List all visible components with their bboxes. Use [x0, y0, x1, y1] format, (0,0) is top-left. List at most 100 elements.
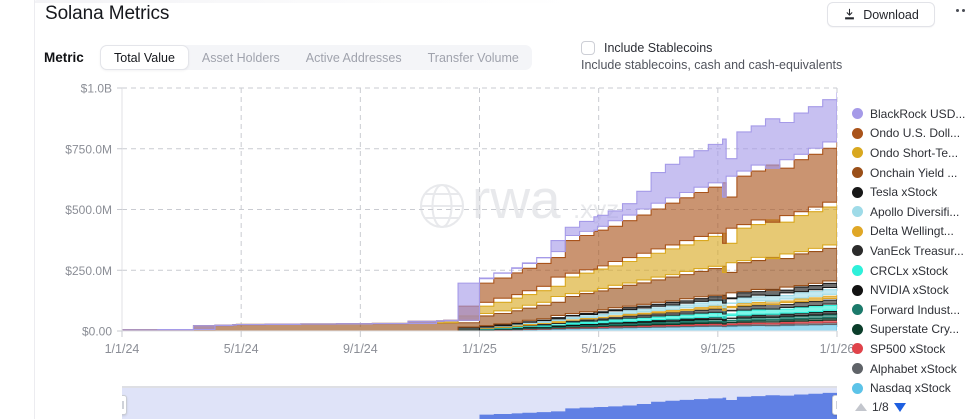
chart-series-areas: [122, 92, 837, 331]
tab-asset-holders[interactable]: Asset Holders: [201, 50, 280, 65]
x-axis-tick-label: 9/1/25: [700, 342, 735, 356]
include-stablecoins-description: Include stablecoins, cash and cash-equiv…: [581, 58, 843, 72]
legend-swatch-icon: [852, 382, 863, 394]
series-area: [122, 92, 837, 331]
page-title: Solana Metrics: [45, 3, 170, 24]
legend-item-label: Onchain Yield ...: [870, 165, 958, 180]
chart-range-brush[interactable]: [122, 386, 837, 419]
x-axis-tick-label: 5/1/25: [581, 342, 616, 356]
legend-item-label: VanEck Treasur...: [870, 243, 964, 258]
legend-item-label: Nasdaq xStock: [870, 381, 951, 394]
download-button-label: Download: [863, 7, 919, 22]
legend-item[interactable]: VanEck Treasur...: [852, 241, 975, 261]
legend-item[interactable]: Onchain Yield ...: [852, 163, 975, 183]
x-axis-tick-label: 1/1/25: [462, 342, 497, 356]
legend-prev-page-icon[interactable]: [855, 403, 867, 411]
legend-swatch-icon: [852, 265, 863, 277]
brush-area-path: [479, 392, 837, 419]
legend-item[interactable]: NVIDIA xStock: [852, 280, 975, 300]
legend-swatch-icon: [852, 167, 863, 179]
legend-swatch-icon: [852, 245, 863, 257]
legend-swatch-icon: [852, 304, 863, 316]
legend-item[interactable]: Forward Indust...: [852, 300, 975, 320]
metric-label: Metric: [44, 50, 84, 65]
legend-swatch-icon: [852, 108, 863, 120]
brush-track: [122, 386, 837, 388]
legend-item-label: Ondo Short-Te...: [870, 145, 959, 160]
legend-pagination[interactable]: 1/8: [855, 400, 906, 414]
legend-item[interactable]: CRCLx xStock: [852, 261, 975, 281]
legend-swatch-icon: [852, 323, 863, 335]
chart-svg: rwa .xyz $0.00 $250.0M $500.0M $750.0M $1.0B…: [65, 84, 855, 356]
include-stablecoins-label: Include Stablecoins: [604, 41, 713, 55]
legend-item[interactable]: Alphabet xStock: [852, 359, 975, 379]
svg-text:rwa: rwa: [472, 168, 561, 230]
chart-legend[interactable]: BlackRock USD... Ondo U.S. Doll... Ondo Sh…: [852, 104, 975, 394]
tab-transfer-volume[interactable]: Transfer Volume: [427, 50, 519, 65]
brush-handle-left[interactable]: [122, 395, 127, 415]
x-axis-tick-label: 5/1/24: [224, 342, 259, 356]
legend-swatch-icon: [852, 284, 863, 296]
dot-icon: [956, 9, 959, 12]
y-axis-tick-label: $1.0B: [81, 84, 112, 96]
legend-item[interactable]: Tesla xStock: [852, 182, 975, 202]
legend-item[interactable]: Delta Wellingt...: [852, 222, 975, 242]
legend-swatch-icon: [852, 147, 863, 159]
chart-y-axis-ticks: $0.00 $250.0M $500.0M $750.0M $1.0B: [65, 84, 122, 339]
legend-swatch-icon: [852, 363, 863, 375]
y-axis-tick-label: $250.0M: [65, 264, 112, 278]
brush-preview-area: [479, 392, 837, 419]
grip-icon: [122, 401, 124, 409]
legend-item-label: Forward Indust...: [870, 302, 961, 317]
tab-total-value[interactable]: Total Value: [100, 45, 189, 70]
x-axis-tick-label: 1/1/24: [105, 342, 140, 356]
more-options-button[interactable]: [956, 9, 965, 12]
legend-item-label: CRCLx xStock: [870, 263, 949, 278]
metric-tabs[interactable]: Total Value Asset Holders Active Address…: [100, 45, 532, 70]
include-stablecoins-checkbox[interactable]: [581, 41, 595, 55]
legend-item-label: Tesla xStock: [870, 185, 938, 200]
legend-swatch-icon: [852, 186, 863, 198]
download-icon: [845, 8, 855, 20]
legend-swatch-icon: [852, 343, 863, 355]
stacked-area-chart[interactable]: rwa .xyz $0.00 $250.0M $500.0M $750.0M $1.0B…: [0, 84, 975, 374]
legend-item-label: Ondo U.S. Doll...: [870, 126, 961, 141]
legend-item-label: SP500 xStock: [870, 341, 946, 356]
brush-handle-right[interactable]: [832, 395, 837, 415]
legend-item[interactable]: BlackRock USD...: [852, 104, 975, 124]
legend-item[interactable]: Ondo U.S. Doll...: [852, 124, 975, 144]
rwa-watermark: rwa .xyz: [419, 168, 619, 230]
download-button[interactable]: Download: [827, 2, 935, 27]
legend-item[interactable]: Nasdaq xStock: [852, 378, 975, 394]
series-area: [122, 244, 837, 331]
tab-active-addresses[interactable]: Active Addresses: [305, 50, 402, 65]
legend-item-label: Delta Wellingt...: [870, 224, 954, 239]
legend-item[interactable]: Ondo Short-Te...: [852, 143, 975, 163]
legend-item-label: BlackRock USD...: [870, 106, 966, 121]
legend-item-label: Superstate Cry...: [870, 322, 960, 337]
grip-icon: [835, 401, 837, 409]
brush-preview-svg: [122, 388, 837, 419]
legend-swatch-icon: [852, 225, 863, 237]
legend-next-page-icon[interactable]: [893, 402, 906, 412]
x-axis-tick-label: 1/1/26: [820, 342, 855, 356]
legend-page-indicator: 1/8: [872, 400, 889, 414]
legend-item[interactable]: Apollo Diversifi...: [852, 202, 975, 222]
legend-swatch-icon: [852, 206, 863, 218]
legend-item-label: NVIDIA xStock: [870, 283, 949, 298]
legend-item-label: Alphabet xStock: [870, 361, 957, 376]
panel-left-edge: [34, 0, 35, 419]
chart-x-axis-ticks: 1/1/24 5/1/24 9/1/24 1/1/25 5/1/25 9/1/25 1/1/…: [105, 331, 855, 356]
legend-swatch-icon: [852, 127, 863, 139]
x-axis-tick-label: 9/1/24: [343, 342, 378, 356]
legend-item[interactable]: Superstate Cry...: [852, 320, 975, 340]
y-axis-tick-label: $500.0M: [65, 203, 112, 217]
dot-icon: [962, 9, 965, 12]
include-stablecoins-group: Include Stablecoins Include stablecoins,…: [581, 41, 842, 72]
legend-item-label: Apollo Diversifi...: [870, 204, 960, 219]
legend-item[interactable]: SP500 xStock: [852, 339, 975, 359]
panel-top-edge: [34, 0, 574, 3]
y-axis-tick-label: $750.0M: [65, 142, 112, 156]
y-axis-tick-label: $0.00: [82, 325, 112, 339]
